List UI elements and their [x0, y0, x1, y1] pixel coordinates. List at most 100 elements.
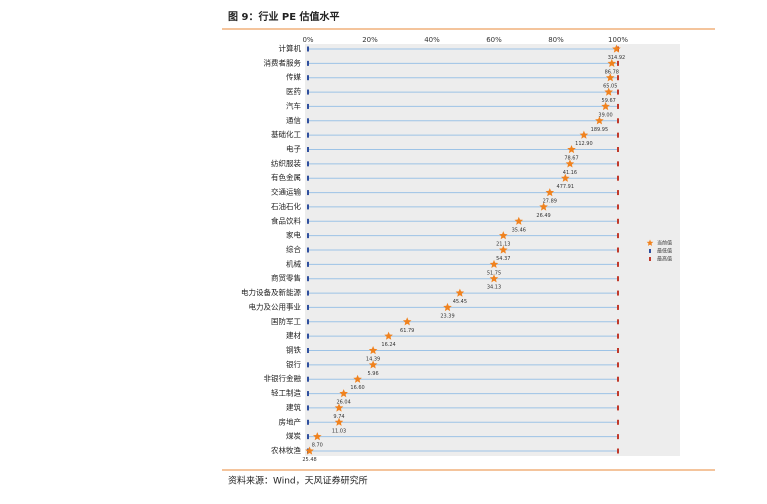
current-star — [455, 288, 465, 297]
category-label: 轻工制造 — [271, 388, 301, 398]
current-star — [402, 317, 412, 326]
max-marker — [617, 175, 619, 181]
current-star — [334, 403, 344, 412]
category-label: 钢铁 — [286, 345, 301, 355]
current-star — [567, 145, 576, 154]
max-marker — [617, 348, 619, 353]
max-marker — [617, 376, 619, 382]
current-star — [334, 417, 344, 426]
min-marker — [307, 362, 309, 368]
min-marker — [307, 333, 309, 339]
pe-label: 45.45 — [453, 299, 467, 305]
max-marker — [617, 333, 619, 339]
legend-star — [646, 239, 654, 246]
max-marker — [617, 448, 619, 454]
current-star — [595, 116, 604, 125]
pe-label: 51.75 — [487, 270, 501, 276]
x-tick-label: 100% — [608, 36, 628, 44]
pe-label: 16.24 — [381, 342, 395, 348]
current-star — [368, 360, 378, 369]
max-marker — [617, 75, 619, 81]
current-star — [604, 87, 613, 96]
category-label: 有色金属 — [271, 172, 301, 182]
category-label: 家电 — [286, 230, 301, 240]
pe-label: 34.13 — [487, 285, 501, 291]
max-marker — [617, 89, 619, 95]
x-tick-label: 40% — [424, 36, 440, 44]
min-marker — [307, 175, 309, 181]
min-marker — [307, 405, 309, 411]
min-marker — [307, 419, 309, 425]
current-star — [601, 101, 610, 111]
pe-label: 25.48 — [302, 457, 316, 463]
min-marker — [307, 118, 309, 124]
pe-label: 9.74 — [333, 414, 344, 420]
max-marker — [617, 118, 619, 124]
category-label: 食品饮料 — [271, 215, 301, 225]
max-marker — [617, 204, 619, 210]
category-label: 建筑 — [286, 402, 301, 412]
current-star — [443, 302, 452, 312]
category-label: 建材 — [286, 330, 301, 340]
max-marker — [617, 419, 619, 425]
min-marker — [307, 46, 309, 52]
min-marker — [307, 147, 309, 152]
pe-label: 112.90 — [575, 141, 593, 147]
pe-label: 61.79 — [400, 328, 414, 334]
pe-label: 86.78 — [605, 69, 619, 75]
max-marker — [617, 247, 619, 253]
legend-label: 最低值 — [657, 248, 672, 255]
pe-label: 78.67 — [564, 156, 578, 162]
min-marker — [307, 304, 309, 310]
current-star — [514, 216, 524, 225]
current-star — [579, 130, 589, 139]
pe-label: 14.39 — [366, 357, 380, 363]
category-label: 综合 — [286, 244, 301, 254]
min-marker — [307, 391, 309, 397]
category-label: 商贸零售 — [271, 273, 301, 283]
min-marker — [307, 132, 309, 138]
category-label: 国防军工 — [271, 316, 301, 326]
min-marker — [307, 376, 309, 382]
category-label: 银行 — [286, 359, 301, 369]
pe-label: 16.60 — [350, 385, 364, 391]
current-star — [384, 331, 393, 340]
legend-label: 当前值 — [657, 240, 672, 247]
min-marker — [307, 247, 309, 253]
current-star — [612, 44, 621, 53]
max-marker — [617, 405, 619, 411]
category-label: 农林牧渔 — [271, 445, 301, 455]
max-marker — [617, 147, 619, 152]
category-label: 交通运输 — [271, 187, 301, 197]
min-marker — [307, 89, 309, 95]
category-label: 通信 — [286, 115, 301, 125]
category-label: 电子 — [286, 144, 301, 154]
current-star — [499, 245, 508, 254]
legend-marker — [649, 257, 651, 261]
min-marker — [307, 290, 309, 296]
category-label: 电力及公用事业 — [249, 301, 302, 311]
min-marker — [307, 319, 309, 325]
current-star — [368, 346, 378, 355]
min-marker — [307, 204, 309, 210]
category-label: 非银行金融 — [264, 373, 302, 383]
pe-label: 59.67 — [602, 98, 616, 104]
max-marker — [617, 319, 619, 325]
category-label: 传媒 — [286, 72, 301, 82]
min-marker — [307, 103, 309, 109]
current-star — [313, 432, 322, 441]
max-marker — [617, 60, 619, 66]
x-tick-label: 20% — [362, 36, 378, 44]
min-marker — [307, 261, 309, 267]
min-marker — [307, 348, 309, 353]
max-marker — [617, 218, 619, 224]
current-star — [339, 389, 348, 398]
category-label: 机械 — [286, 258, 301, 268]
min-marker — [307, 233, 309, 239]
category-label: 医药 — [286, 86, 301, 96]
pe-label: 477.91 — [557, 184, 575, 190]
max-marker — [617, 290, 619, 296]
legend-marker — [649, 249, 651, 253]
figure-title: 图 9：行业 PE 估值水平 — [228, 10, 340, 23]
pe-label: 39.00 — [598, 112, 612, 118]
